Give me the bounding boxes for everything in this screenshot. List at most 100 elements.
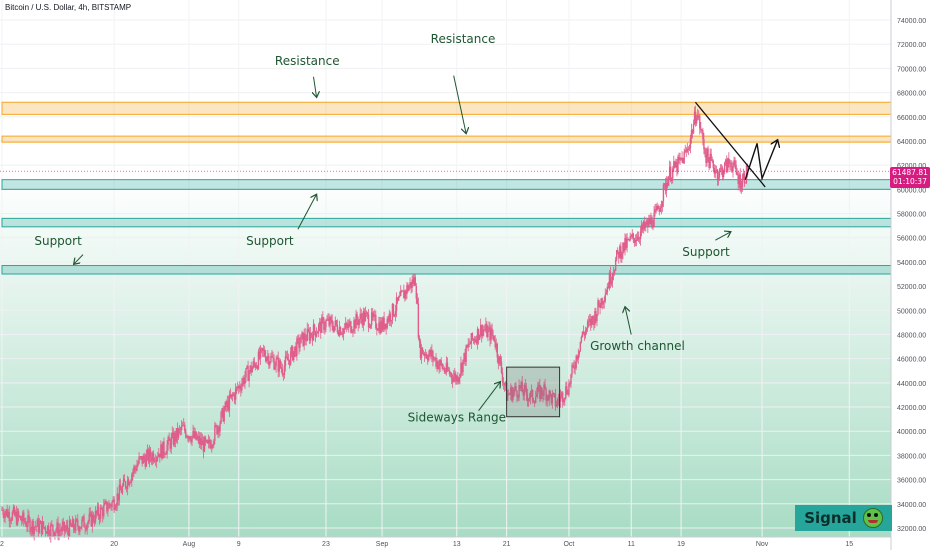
- candle-body: [606, 286, 609, 293]
- candle-body: [168, 437, 170, 441]
- candle-body: [266, 357, 268, 362]
- candle-body: [397, 296, 400, 301]
- candle-body: [707, 148, 709, 159]
- candle-body: [663, 183, 666, 185]
- candle-body: [652, 226, 654, 228]
- candle-body: [630, 236, 632, 238]
- candle-body: [506, 393, 509, 401]
- candle-body: [373, 314, 375, 317]
- candle-body: [120, 490, 123, 493]
- x-tick-label: 11: [628, 541, 635, 548]
- candle-body: [635, 240, 638, 242]
- candle-body: [529, 391, 532, 399]
- candle-body: [611, 274, 614, 282]
- candle-body: [3, 514, 5, 519]
- candle-body: [733, 160, 735, 166]
- candle-body: [306, 328, 308, 341]
- candle-body: [258, 351, 261, 359]
- candle-body: [648, 218, 650, 227]
- candle-body: [2, 510, 4, 515]
- candle-body: [679, 157, 681, 161]
- candle-body: [607, 286, 610, 289]
- candle-body: [584, 330, 587, 336]
- candle-body: [413, 277, 415, 284]
- price-axis[interactable]: 32000.00 34000.00 36000.00 38000.00 40000.00…: [897, 18, 926, 533]
- candle-body: [319, 321, 321, 325]
- candle-body: [646, 220, 648, 225]
- candle-body: [55, 530, 57, 533]
- candle-body: [206, 440, 209, 444]
- candle-body: [296, 338, 298, 356]
- candle-body: [305, 340, 307, 341]
- candle-body: [536, 393, 538, 397]
- candle-body: [608, 272, 611, 289]
- candle-body: [309, 332, 312, 341]
- candle-body: [176, 428, 179, 438]
- candle-body: [454, 373, 456, 377]
- candle-body: [528, 398, 531, 399]
- candle-body: [244, 377, 246, 385]
- candle-body: [620, 246, 622, 259]
- candle-body: [469, 343, 471, 345]
- candle-body: [420, 347, 423, 359]
- candle-body: [496, 343, 498, 358]
- candle-body: [344, 323, 347, 329]
- candle-body: [656, 206, 658, 211]
- candle-body: [488, 327, 490, 330]
- candle-body: [557, 399, 560, 401]
- candle-body: [586, 321, 589, 329]
- candle-body: [732, 165, 734, 172]
- candle-body: [106, 501, 108, 512]
- candle-body: [551, 394, 554, 404]
- candle-body: [42, 521, 45, 528]
- candle-body: [435, 357, 437, 367]
- candle-body: [287, 359, 290, 361]
- candle-body: [711, 159, 713, 161]
- candle-body: [292, 346, 294, 361]
- candle-body: [468, 343, 470, 345]
- candle-body: [444, 371, 447, 373]
- candle-body: [69, 520, 72, 526]
- candle-body: [192, 431, 194, 436]
- annotation-label: Support: [682, 245, 730, 259]
- candle-body: [678, 156, 680, 161]
- candle-body: [365, 312, 368, 314]
- candle-body: [467, 343, 469, 348]
- candle-body: [165, 453, 167, 455]
- candle-body: [113, 499, 115, 510]
- candle-body: [324, 327, 326, 330]
- candle-body: [241, 383, 243, 391]
- candle-body: [261, 348, 264, 352]
- candle-body: [729, 163, 731, 164]
- candle-body: [352, 330, 354, 333]
- candle-body: [145, 454, 148, 467]
- candle-body: [178, 428, 181, 430]
- candle-body: [36, 519, 39, 527]
- candle-body: [575, 355, 577, 368]
- candle-body: [674, 161, 676, 168]
- candle-body: [58, 529, 60, 536]
- candle-body: [367, 314, 370, 328]
- candle-body: [394, 311, 397, 316]
- candle-body: [673, 161, 675, 169]
- candle-body: [32, 521, 34, 534]
- candle-body: [430, 349, 432, 357]
- candle-body: [531, 389, 534, 401]
- x-tick-label: 19: [677, 541, 685, 548]
- candle-body: [310, 332, 313, 336]
- candle-body: [636, 236, 639, 241]
- candle-body: [259, 348, 262, 359]
- time-axis[interactable]: 2 20 Aug 9 23 Sep 13 21 Oct 11 19 Nov 15: [0, 541, 853, 548]
- candle-body: [13, 507, 16, 516]
- x-tick-label: Aug: [183, 541, 196, 548]
- candle-body: [675, 161, 677, 168]
- candle-body: [629, 236, 631, 241]
- candle-body: [221, 408, 223, 413]
- candle-body: [346, 323, 348, 326]
- candle-body: [576, 355, 578, 360]
- candle-body: [389, 313, 392, 322]
- candle-body: [280, 367, 283, 369]
- candle-body: [485, 323, 487, 331]
- candle-body: [281, 368, 284, 375]
- candle-body: [657, 206, 659, 209]
